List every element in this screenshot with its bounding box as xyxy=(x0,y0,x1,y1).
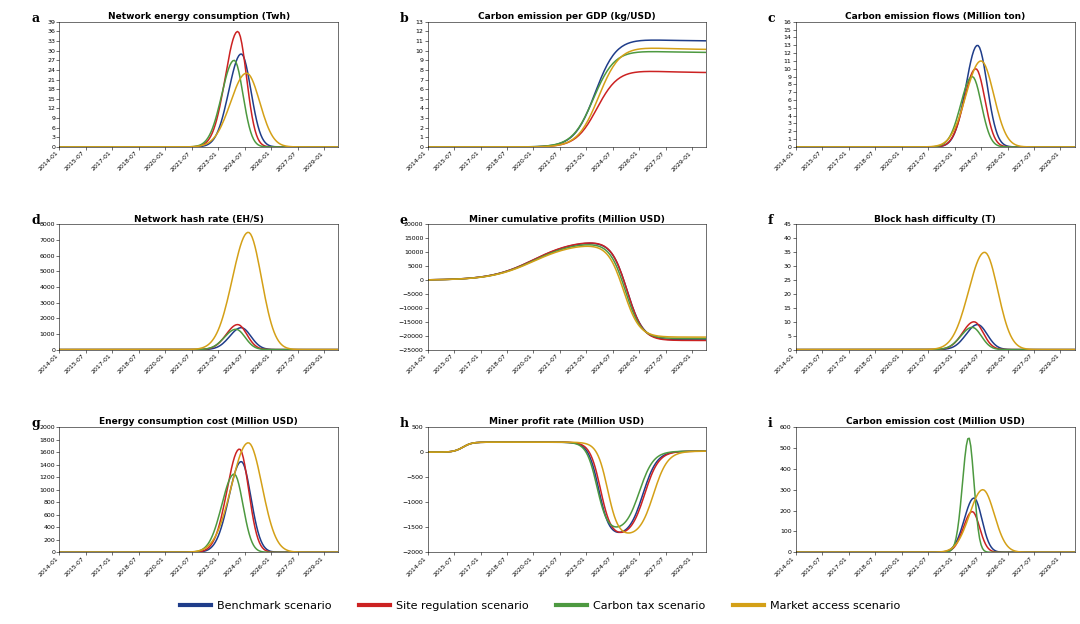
Legend: Benchmark scenario, Site regulation scenario, Carbon tax scenario, Market access: Benchmark scenario, Site regulation scen… xyxy=(176,597,904,615)
Title: Network energy consumption (Twh): Network energy consumption (Twh) xyxy=(108,12,289,21)
Title: Carbon emission per GDP (kg/USD): Carbon emission per GDP (kg/USD) xyxy=(478,12,656,21)
Text: g: g xyxy=(31,417,40,430)
Title: Miner cumulative profits (Million USD): Miner cumulative profits (Million USD) xyxy=(469,215,665,224)
Title: Carbon emission flows (Million ton): Carbon emission flows (Million ton) xyxy=(845,12,1025,21)
Text: d: d xyxy=(31,215,40,228)
Text: h: h xyxy=(400,417,409,430)
Text: i: i xyxy=(768,417,772,430)
Title: Miner profit rate (Million USD): Miner profit rate (Million USD) xyxy=(489,417,645,426)
Text: f: f xyxy=(768,215,773,228)
Text: a: a xyxy=(31,12,40,25)
Title: Energy consumption cost (Million USD): Energy consumption cost (Million USD) xyxy=(99,417,298,426)
Text: b: b xyxy=(400,12,408,25)
Title: Network hash rate (EH/S): Network hash rate (EH/S) xyxy=(134,215,264,224)
Text: e: e xyxy=(400,215,407,228)
Text: c: c xyxy=(768,12,775,25)
Title: Carbon emission cost (Million USD): Carbon emission cost (Million USD) xyxy=(846,417,1025,426)
Title: Block hash difficulty (T): Block hash difficulty (T) xyxy=(875,215,996,224)
